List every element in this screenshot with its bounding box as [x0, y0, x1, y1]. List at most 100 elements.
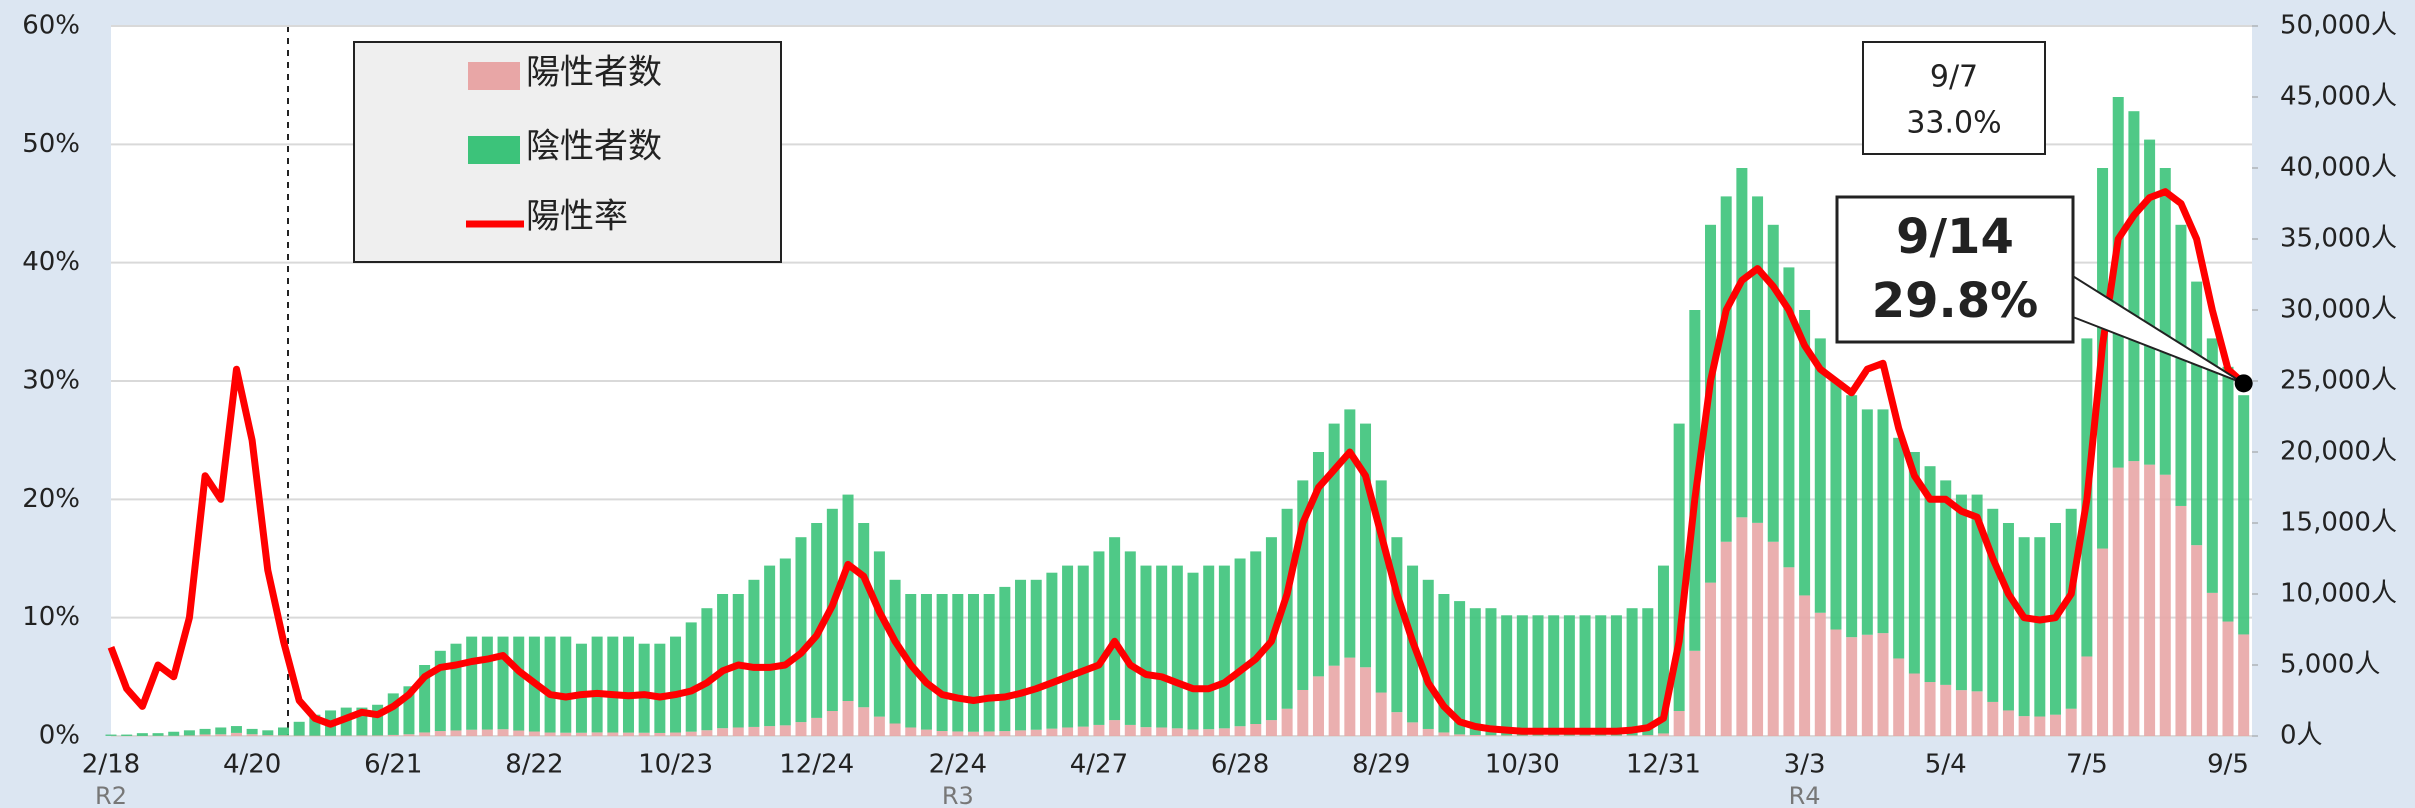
bar — [2097, 548, 2109, 736]
bar — [1767, 541, 1779, 736]
bar — [764, 726, 776, 736]
bar — [1297, 480, 1309, 690]
bar — [1955, 494, 1967, 691]
bar — [1893, 437, 1905, 659]
bar — [1532, 615, 1544, 736]
bar — [889, 723, 901, 736]
y-tick-label: 10% — [22, 602, 80, 632]
bar — [1657, 733, 1669, 736]
bar — [1375, 480, 1387, 693]
bar — [1767, 224, 1779, 542]
bar — [1548, 615, 1560, 736]
bar — [2065, 508, 2077, 709]
bar — [654, 732, 666, 736]
x-tick-label: 10/30 — [1485, 750, 1560, 780]
bar — [1344, 657, 1356, 736]
bar — [1673, 711, 1685, 736]
bar — [670, 732, 682, 736]
bar — [999, 586, 1011, 732]
bar — [1642, 608, 1654, 736]
bar — [434, 731, 446, 736]
y2-tick-label: 25,000人 — [2280, 366, 2397, 396]
y2-tick-label: 30,000人 — [2280, 295, 2397, 325]
x-tick-label: 10/23 — [638, 750, 713, 780]
bar — [2002, 523, 2014, 711]
bar — [826, 711, 838, 736]
bar — [1987, 701, 1999, 736]
bar — [1485, 608, 1497, 736]
bar — [199, 728, 211, 735]
bar — [920, 594, 932, 730]
bar — [1030, 579, 1042, 730]
x-tick-label: 7/5 — [2066, 750, 2108, 780]
x-tick-label: 8/29 — [1352, 750, 1410, 780]
bar — [1940, 684, 1952, 736]
bar — [1171, 728, 1183, 736]
bar — [1971, 691, 1983, 736]
y2-tick-label: 35,000人 — [2280, 224, 2397, 254]
bar — [1328, 665, 1340, 736]
bar — [1783, 267, 1795, 568]
bar — [1501, 615, 1513, 736]
bar — [1595, 615, 1607, 736]
x-tick-label: 2/24 — [929, 750, 987, 780]
bar — [309, 714, 321, 736]
bar — [105, 734, 117, 736]
bar — [2159, 168, 2171, 475]
note-text: 9/7 — [1930, 60, 1978, 95]
bar — [199, 734, 211, 736]
bar — [1908, 452, 1920, 674]
legend-swatch — [468, 136, 520, 164]
bar — [1814, 338, 1826, 613]
bar — [920, 729, 932, 736]
y-tick-label: 40% — [22, 247, 80, 277]
bar — [356, 735, 368, 736]
bar — [1485, 735, 1497, 736]
bar — [1454, 734, 1466, 736]
bar — [2238, 634, 2250, 736]
bar — [1109, 720, 1121, 736]
bar — [2018, 537, 2030, 717]
bar — [1312, 676, 1324, 736]
bar — [748, 726, 760, 736]
x-tick-label: 4/20 — [223, 750, 281, 780]
x-tick-label: 12/31 — [1626, 750, 1701, 780]
y2-tick-label: 15,000人 — [2280, 508, 2397, 538]
bar — [2175, 224, 2187, 506]
bar — [591, 636, 603, 733]
bar — [622, 732, 634, 736]
bar — [136, 733, 148, 736]
y2-tick-label: 0人 — [2280, 721, 2323, 751]
era-label: R4 — [1789, 782, 1821, 808]
bar — [434, 650, 446, 732]
bar — [1234, 726, 1246, 736]
bar — [387, 734, 399, 736]
bar — [967, 731, 979, 736]
legend-text: 陽性者数 — [526, 53, 662, 93]
bar — [1015, 579, 1027, 731]
bar — [2018, 716, 2030, 736]
bar — [1642, 735, 1654, 736]
bar — [2191, 281, 2203, 546]
bar — [215, 734, 227, 736]
bar — [497, 636, 509, 730]
bar — [1516, 615, 1528, 736]
bar — [1093, 724, 1105, 736]
x-tick-label: 5/4 — [1925, 750, 1967, 780]
bar — [764, 565, 776, 727]
bar — [717, 728, 729, 736]
bar — [450, 643, 462, 731]
bar — [1987, 508, 1999, 702]
bar — [1156, 565, 1168, 728]
bar — [1328, 423, 1340, 666]
bar — [1250, 724, 1262, 736]
bar — [2144, 139, 2156, 465]
bar — [701, 730, 713, 736]
bar — [277, 727, 289, 736]
bars — [105, 25, 2252, 737]
bar — [481, 729, 493, 736]
callout-text: 29.8% — [1872, 273, 2039, 329]
bar — [873, 716, 885, 736]
bar — [607, 636, 619, 733]
bar — [1720, 196, 1732, 542]
